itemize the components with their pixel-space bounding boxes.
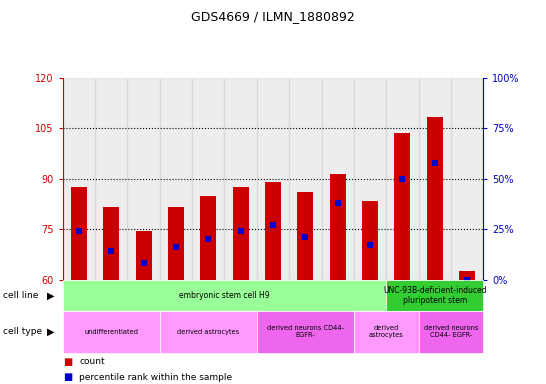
Point xyxy=(366,242,375,248)
Bar xyxy=(354,311,419,353)
Bar xyxy=(63,311,160,353)
Point xyxy=(333,200,342,206)
Bar xyxy=(394,133,411,280)
Point xyxy=(430,160,439,166)
Text: cell type: cell type xyxy=(3,327,42,336)
Bar xyxy=(224,78,257,280)
Bar xyxy=(265,182,281,280)
Text: percentile rank within the sample: percentile rank within the sample xyxy=(79,372,232,382)
Point xyxy=(171,244,180,250)
Bar xyxy=(426,117,443,280)
Bar xyxy=(63,78,95,280)
Bar xyxy=(233,187,249,280)
Bar xyxy=(95,78,127,280)
Text: cell line: cell line xyxy=(3,291,38,300)
Point xyxy=(107,248,116,254)
Bar xyxy=(168,207,184,280)
Text: UNC-93B-deficient-induced
pluripotent stem: UNC-93B-deficient-induced pluripotent st… xyxy=(383,286,486,305)
Bar xyxy=(330,174,346,280)
Bar xyxy=(135,231,152,280)
Text: derived neurons CD44-
EGFR-: derived neurons CD44- EGFR- xyxy=(267,325,344,338)
Bar xyxy=(459,271,475,280)
Text: derived
astrocytes: derived astrocytes xyxy=(369,325,403,338)
Bar xyxy=(289,78,322,280)
Bar xyxy=(257,78,289,280)
Bar xyxy=(386,78,419,280)
Bar xyxy=(63,280,386,311)
Point xyxy=(139,260,148,266)
Bar xyxy=(297,192,313,280)
Bar xyxy=(257,311,354,353)
Point xyxy=(236,228,245,234)
Bar xyxy=(386,280,483,311)
Point xyxy=(301,234,310,240)
Bar xyxy=(160,311,257,353)
Point xyxy=(204,236,213,242)
Bar xyxy=(419,78,451,280)
Text: count: count xyxy=(79,358,105,366)
Bar xyxy=(127,78,160,280)
Bar xyxy=(354,78,386,280)
Text: GDS4669 / ILMN_1880892: GDS4669 / ILMN_1880892 xyxy=(191,10,355,23)
Point xyxy=(398,176,407,182)
Bar xyxy=(103,207,120,280)
Bar xyxy=(192,78,224,280)
Text: ▶: ▶ xyxy=(46,327,54,337)
Text: ■: ■ xyxy=(63,357,72,367)
Bar xyxy=(71,187,87,280)
Text: embryonic stem cell H9: embryonic stem cell H9 xyxy=(179,291,270,300)
Point xyxy=(75,228,84,234)
Point xyxy=(462,276,471,283)
Bar xyxy=(451,78,483,280)
Bar xyxy=(419,311,483,353)
Bar xyxy=(362,200,378,280)
Text: ■: ■ xyxy=(63,372,72,382)
Point xyxy=(269,222,277,228)
Text: derived astrocytes: derived astrocytes xyxy=(177,329,239,335)
Text: derived neurons
CD44- EGFR-: derived neurons CD44- EGFR- xyxy=(424,325,478,338)
Bar xyxy=(200,195,216,280)
Bar xyxy=(160,78,192,280)
Bar xyxy=(322,78,354,280)
Text: undifferentiated: undifferentiated xyxy=(84,329,138,335)
Text: ▶: ▶ xyxy=(46,290,54,300)
